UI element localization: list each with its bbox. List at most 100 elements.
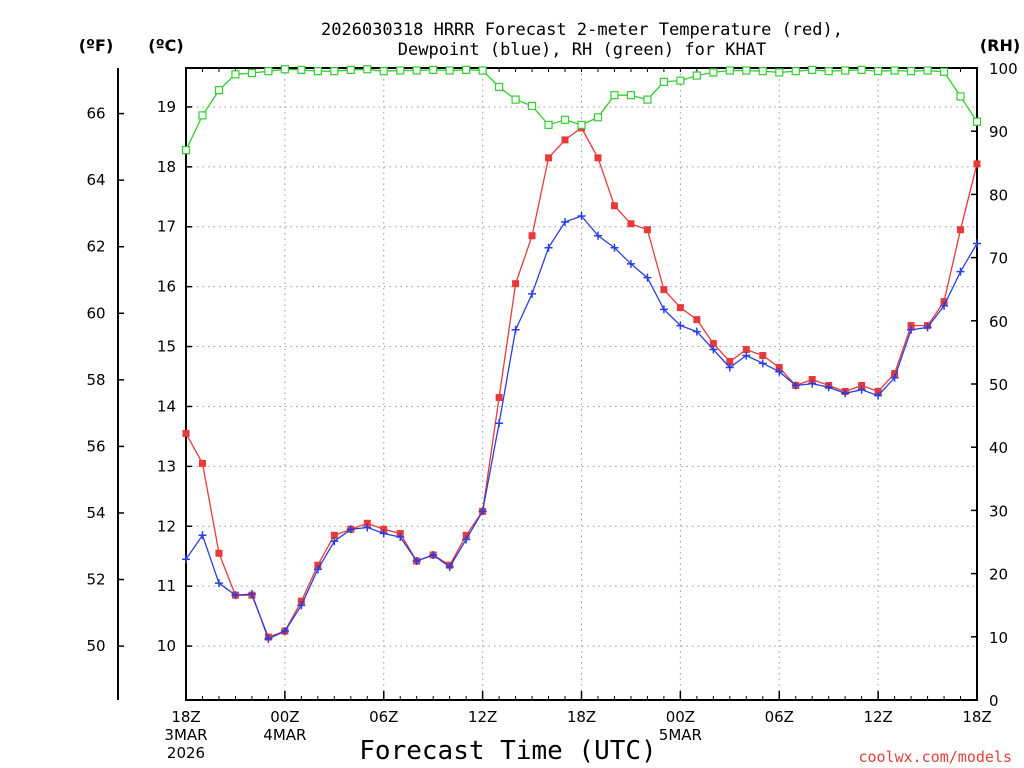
rh-marker bbox=[346, 65, 355, 74]
rh-tick-label: 0 bbox=[989, 692, 999, 710]
rh-tick-label: 70 bbox=[989, 250, 1008, 268]
gridlines bbox=[186, 68, 977, 700]
temperature-marker bbox=[759, 352, 767, 360]
dewpoint-marker bbox=[940, 301, 949, 310]
dewpoint-marker bbox=[923, 323, 932, 332]
rh-marker bbox=[692, 71, 701, 80]
fahrenheit-axis-label: (ºF) bbox=[79, 36, 114, 55]
dewpoint-marker bbox=[429, 551, 438, 560]
dewpoint-marker bbox=[890, 373, 899, 382]
rh-marker bbox=[906, 67, 916, 76]
rh-marker bbox=[890, 66, 899, 75]
dewpoint-marker bbox=[396, 533, 405, 542]
dewpoint-marker bbox=[676, 321, 685, 330]
rh-marker bbox=[676, 76, 685, 85]
dewpoint-marker bbox=[593, 231, 602, 240]
rh-marker bbox=[874, 67, 883, 76]
x-tick-label: 18Z bbox=[171, 708, 200, 726]
temperature-marker bbox=[660, 286, 668, 294]
chart-title-line-1: 2026030318 HRRR Forecast 2-meter Tempera… bbox=[321, 20, 843, 40]
dewpoint-marker bbox=[577, 211, 586, 220]
rh-marker bbox=[198, 111, 207, 120]
rh-marker bbox=[445, 66, 454, 75]
temperature-marker bbox=[380, 525, 388, 533]
dewpoint-series bbox=[182, 211, 981, 643]
temperature-marker bbox=[314, 561, 322, 569]
rh-axis-label: (RH) bbox=[980, 36, 1020, 55]
rh-marker bbox=[313, 67, 322, 76]
celsius-tick-label: 16 bbox=[157, 278, 176, 296]
temperature-marker bbox=[297, 597, 305, 605]
temperature-marker bbox=[594, 154, 602, 162]
rh-marker bbox=[857, 65, 866, 74]
dewpoint-marker bbox=[610, 243, 619, 252]
x-tick-label: 18Z bbox=[567, 708, 596, 726]
rh-marker bbox=[824, 67, 833, 76]
dewpoint-marker bbox=[313, 565, 322, 574]
rh-marker bbox=[956, 92, 965, 101]
rh-marker bbox=[544, 120, 553, 129]
rh-marker bbox=[775, 68, 784, 77]
dewpoint-marker bbox=[412, 557, 421, 566]
temperature-marker bbox=[528, 232, 536, 240]
dewpoint-marker bbox=[973, 239, 981, 248]
x-tick-label: 4MAR bbox=[263, 726, 306, 744]
temperature-marker bbox=[610, 202, 618, 210]
dewpoint-marker bbox=[478, 507, 487, 516]
rh-marker bbox=[939, 67, 949, 76]
x-axis-label: Forecast Time (UTC) bbox=[359, 736, 656, 766]
rh-marker bbox=[626, 91, 636, 100]
rh-marker bbox=[758, 67, 767, 76]
fahrenheit-tick-label: 60 bbox=[86, 304, 105, 322]
dewpoint-marker bbox=[544, 243, 553, 252]
dewpoint-marker bbox=[824, 383, 833, 392]
dewpoint-marker bbox=[907, 325, 916, 334]
celsius-tick-label: 19 bbox=[157, 98, 176, 116]
temperature-marker bbox=[676, 304, 684, 312]
dewpoint-marker bbox=[561, 217, 570, 226]
temperature-marker bbox=[561, 136, 569, 144]
temperature-marker bbox=[907, 322, 915, 330]
rh-tick-label: 80 bbox=[989, 186, 1008, 204]
temperature-marker bbox=[330, 531, 338, 539]
x-tick-label: 12Z bbox=[468, 708, 497, 726]
celsius-tick-label: 18 bbox=[157, 158, 176, 176]
fahrenheit-tick-label: 52 bbox=[86, 571, 105, 589]
celsius-tick-label: 14 bbox=[157, 397, 176, 415]
rh-marker bbox=[363, 65, 372, 74]
rh-marker bbox=[725, 66, 734, 75]
x-tick-label: 06Z bbox=[765, 708, 794, 726]
axis-ticks: 1011121314151617181950525456586062646601… bbox=[86, 60, 1017, 762]
dewpoint-marker bbox=[808, 379, 817, 388]
celsius-tick-label: 12 bbox=[157, 517, 176, 535]
dewpoint-marker bbox=[709, 345, 718, 354]
chart-title-line-2: Dewpoint (blue), RH (green) for KHAT bbox=[398, 40, 766, 60]
rh-marker bbox=[231, 70, 240, 79]
rh-tick-label: 100 bbox=[989, 60, 1018, 78]
fahrenheit-tick-label: 56 bbox=[86, 437, 105, 455]
rh-marker bbox=[330, 67, 339, 76]
dewpoint-marker bbox=[462, 535, 471, 544]
celsius-tick-label: 13 bbox=[157, 457, 176, 475]
rh-marker bbox=[181, 146, 191, 155]
rh-marker bbox=[264, 67, 273, 76]
rh-marker bbox=[478, 66, 487, 75]
celsius-axis-label: (ºC) bbox=[148, 36, 183, 55]
rh-marker bbox=[527, 101, 537, 111]
rh-marker bbox=[412, 66, 421, 75]
rh-marker bbox=[659, 77, 668, 87]
dewpoint-marker bbox=[264, 634, 273, 643]
dewpoint-marker bbox=[495, 419, 504, 428]
rh-marker bbox=[247, 68, 257, 78]
rh-tick-label: 40 bbox=[989, 439, 1008, 457]
temperature-marker bbox=[462, 531, 470, 539]
dewpoint-marker bbox=[379, 529, 388, 538]
dewpoint-marker bbox=[231, 591, 240, 600]
x-tick-label: 00Z bbox=[666, 708, 695, 726]
dewpoint-marker bbox=[511, 325, 520, 334]
rh-marker bbox=[495, 82, 504, 92]
rh-tick-label: 20 bbox=[989, 566, 1008, 584]
rh-marker bbox=[429, 65, 438, 74]
temperature-marker bbox=[495, 393, 503, 401]
